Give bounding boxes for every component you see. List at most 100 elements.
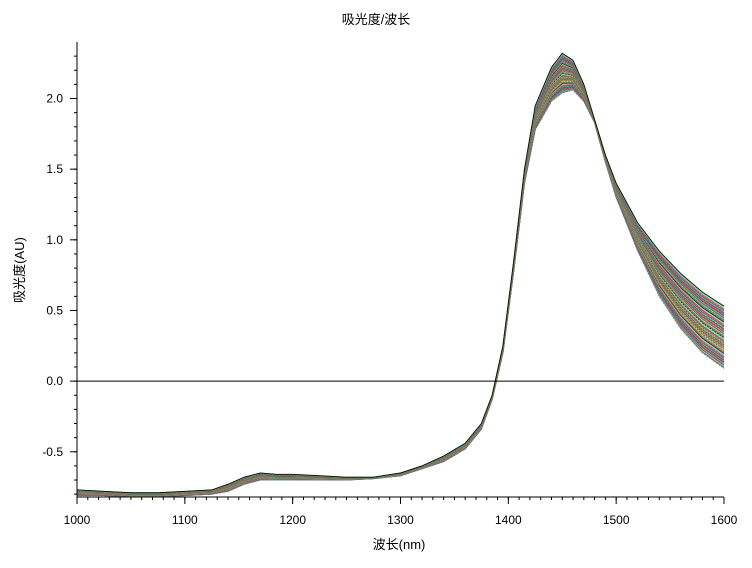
spectrum-series-11	[77, 85, 724, 497]
spectrum-series-16	[77, 83, 724, 497]
spectrum-series-59	[77, 63, 724, 495]
spectrum-series-62	[77, 61, 724, 495]
spectrum-series-38	[77, 73, 724, 496]
spectrum-series-35	[77, 75, 724, 496]
spectrum-series-51	[77, 67, 724, 495]
spectrum-series-67	[77, 59, 724, 494]
y-tick-label: 2.0	[46, 92, 63, 106]
axes: 2.0 1.5 1.0 0.5 0.0 -0.5 1000 1100 1200 1300 1400 1…	[42, 42, 738, 527]
y-tick-label: 0.0	[46, 374, 63, 388]
spectrum-series-2	[77, 89, 724, 497]
spectrum-series-25	[77, 80, 724, 497]
x-tick-label: 1200	[279, 513, 306, 527]
spectrum-series-28	[77, 78, 724, 497]
spectrum-series-4	[77, 88, 724, 497]
spectra-series-group	[77, 52, 724, 497]
spectrum-series-22	[77, 81, 724, 497]
spectrum-series-70	[77, 57, 724, 494]
spectrum-series-27	[77, 79, 724, 497]
spectrum-series-49	[77, 68, 724, 495]
spectrum-series-64	[77, 60, 724, 495]
spectrum-series-41	[77, 72, 724, 496]
spectrum-series-30	[77, 77, 724, 496]
spectrum-series-71	[77, 57, 724, 494]
spectrum-series-9	[77, 86, 724, 497]
y-tick-label: -0.5	[42, 445, 63, 459]
spectrum-series-14	[77, 84, 724, 497]
spectrum-series-75	[77, 55, 724, 494]
spectrum-series-76	[77, 54, 724, 494]
spectrum-series-80	[77, 52, 724, 494]
spectrum-series-15	[77, 84, 724, 497]
spectrum-series-60	[77, 62, 724, 495]
x-tick-label: 1000	[64, 513, 91, 527]
spectrum-series-77	[77, 54, 724, 494]
spectrum-series-37	[77, 74, 724, 496]
spectrum-series-13	[77, 85, 724, 497]
spectrum-series-63	[77, 61, 724, 495]
spectrum-series-31	[77, 77, 724, 496]
spectrum-series-53	[77, 66, 724, 495]
spectrum-series-33	[77, 76, 724, 496]
spectrum-series-45	[77, 70, 724, 496]
x-tick-label: 1400	[495, 513, 522, 527]
spectrum-series-20	[77, 82, 724, 497]
spectrum-series-55	[77, 65, 724, 495]
spectrum-series-26	[77, 79, 724, 497]
spectrum-series-47	[77, 69, 724, 496]
spectrum-series-54	[77, 65, 724, 495]
spectrum-series-57	[77, 64, 724, 495]
y-tick-label: 1.5	[46, 162, 63, 176]
spectrum-series-50	[77, 67, 724, 495]
spectrum-series-32	[77, 76, 724, 496]
spectrum-series-10	[77, 86, 724, 497]
spectrum-series-44	[77, 70, 724, 496]
y-tick-label: 1.0	[46, 233, 63, 247]
spectrum-series-6	[77, 87, 724, 497]
spectrum-series-18	[77, 83, 724, 497]
spectrum-series-65	[77, 60, 724, 495]
x-axis-label: 波长(nm)	[373, 537, 426, 552]
spectrum-series-7	[77, 87, 724, 497]
spectrum-series-56	[77, 64, 724, 495]
spectrum-series-8	[77, 86, 724, 497]
spectrum-series-68	[77, 58, 724, 494]
spectrum-series-40	[77, 72, 724, 496]
y-axis-label: 吸光度(AU)	[12, 237, 27, 303]
x-tick-label: 1300	[387, 513, 414, 527]
spectrum-series-5	[77, 87, 724, 497]
spectrum-series-48	[77, 68, 724, 495]
spectrum-series-61	[77, 62, 724, 495]
spectrum-series-17	[77, 83, 724, 497]
spectrum-series-19	[77, 82, 724, 497]
x-tick-label: 1500	[603, 513, 630, 527]
spectrum-series-1	[77, 89, 724, 497]
spectrum-series-73	[77, 56, 724, 494]
spectrum-series-3	[77, 88, 724, 497]
x-tick-label: 1600	[711, 513, 738, 527]
spectrum-series-66	[77, 59, 724, 495]
chart-title: 吸光度/波长	[342, 12, 411, 27]
spectrum-series-12	[77, 85, 724, 497]
spectrum-series-69	[77, 58, 724, 494]
spectrum-series-78	[77, 53, 724, 494]
spectrum-series-39	[77, 73, 724, 496]
spectrum-series-74	[77, 55, 724, 494]
spectrum-series-46	[77, 69, 724, 496]
spectrum-series-79	[77, 53, 724, 494]
spectrum-series-23	[77, 81, 724, 497]
spectrum-series-29	[77, 78, 724, 496]
y-tick-label: 0.5	[46, 303, 63, 317]
spectrum-series-58	[77, 63, 724, 495]
spectrum-series-42	[77, 71, 724, 496]
spectrum-series-34	[77, 75, 724, 496]
spectrum-series-43	[77, 71, 724, 496]
spectrum-series-36	[77, 74, 724, 496]
spectrum-series-24	[77, 80, 724, 497]
spectrum-series-21	[77, 82, 724, 497]
x-tick-label: 1100	[172, 513, 198, 527]
spectrum-series-52	[77, 66, 724, 495]
spectrum-series-72	[77, 56, 724, 494]
